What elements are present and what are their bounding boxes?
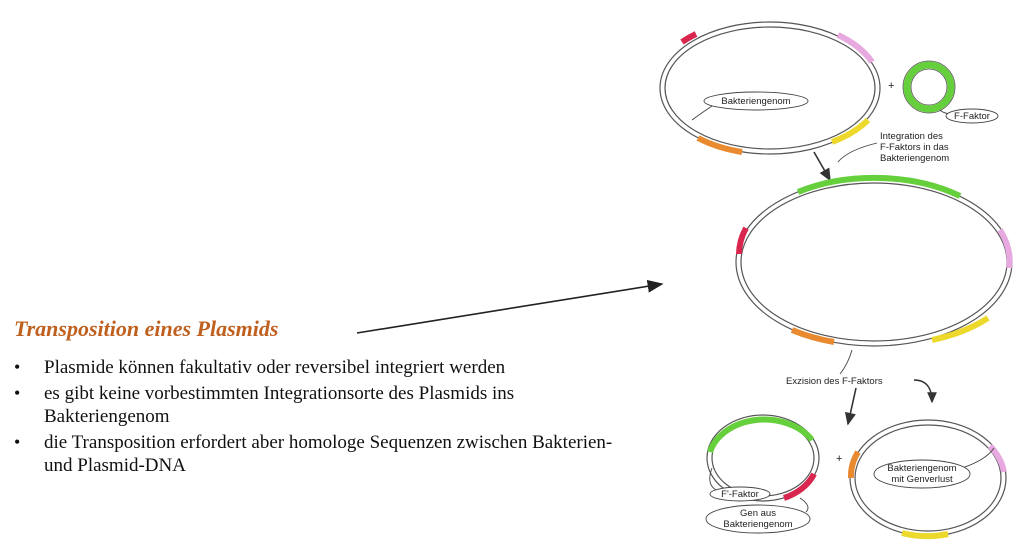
segment-pink: [836, 32, 875, 64]
bacterial-genome-ring: [659, 21, 881, 155]
bakteriengenom-label: Bakteriengenom: [691, 91, 809, 121]
segment-orange: [790, 327, 835, 345]
integration-callout: [837, 142, 878, 163]
svg-text:mit Genverlust: mit Genverlust: [891, 474, 953, 485]
segment-orange: [847, 450, 861, 479]
svg-text:Bakteriengenom: Bakteriengenom: [723, 519, 792, 530]
f-faktor-label: F-Faktor: [939, 108, 999, 124]
svg-text:F'-Faktor: F'-Faktor: [721, 489, 759, 500]
segment-red: [736, 226, 749, 255]
gen-aus-label: Gen aus Bakteriengenom: [705, 497, 811, 534]
bullet-list: Plasmide können fakultativ oder reversib…: [14, 356, 634, 480]
svg-text:Bakteriengenom: Bakteriengenom: [721, 96, 790, 107]
integration-label: F-Faktors in das: [880, 142, 949, 153]
svg-text:Gen aus: Gen aus: [740, 508, 776, 519]
f-strich-faktor-label: F'-Faktor: [709, 467, 771, 502]
excision-callout: [839, 349, 853, 375]
f-factor-ring: [902, 60, 956, 114]
bullet-item: die Transposition erfordert aber homolog…: [14, 431, 634, 477]
excision-label: Exzision des F-Faktors: [786, 376, 883, 387]
bullet-item: Plasmide können fakultativ oder reversib…: [14, 356, 634, 379]
segment-red: [680, 31, 698, 45]
segment-pink: [997, 228, 1013, 269]
segment-yellow: [931, 315, 990, 343]
segment-red: [782, 472, 817, 501]
integration-label: Bakteriengenom: [880, 153, 949, 164]
plus-sign: +: [888, 80, 894, 92]
svg-text:Bakteriengenom: Bakteriengenom: [887, 463, 956, 474]
integration-arrow: [813, 151, 831, 182]
segment-pink: [987, 443, 1007, 473]
svg-text:F-Faktor: F-Faktor: [954, 111, 990, 122]
bullet-item: es gibt keine vorbestimmten Integrations…: [14, 382, 634, 428]
segment-green: [707, 416, 815, 454]
segment-green: [796, 174, 962, 199]
segment-yellow: [901, 530, 949, 540]
f-prime-factor-ring: [706, 414, 820, 502]
pointer-arrow: [356, 279, 664, 334]
genverlust-label: Bakteriengenom mit Genverlust: [873, 447, 995, 489]
excision-arrow-left: [844, 387, 857, 426]
page-title: Transposition eines Plasmids: [14, 316, 279, 341]
segment-orange: [696, 135, 743, 155]
integration-label: Integration des: [880, 131, 943, 142]
integrated-genome-ring: [735, 174, 1013, 347]
segment-yellow: [830, 117, 871, 145]
excision-arrow-right: [913, 379, 937, 404]
genome-gene-loss-ring: [847, 419, 1007, 540]
plus-sign: +: [836, 453, 842, 465]
